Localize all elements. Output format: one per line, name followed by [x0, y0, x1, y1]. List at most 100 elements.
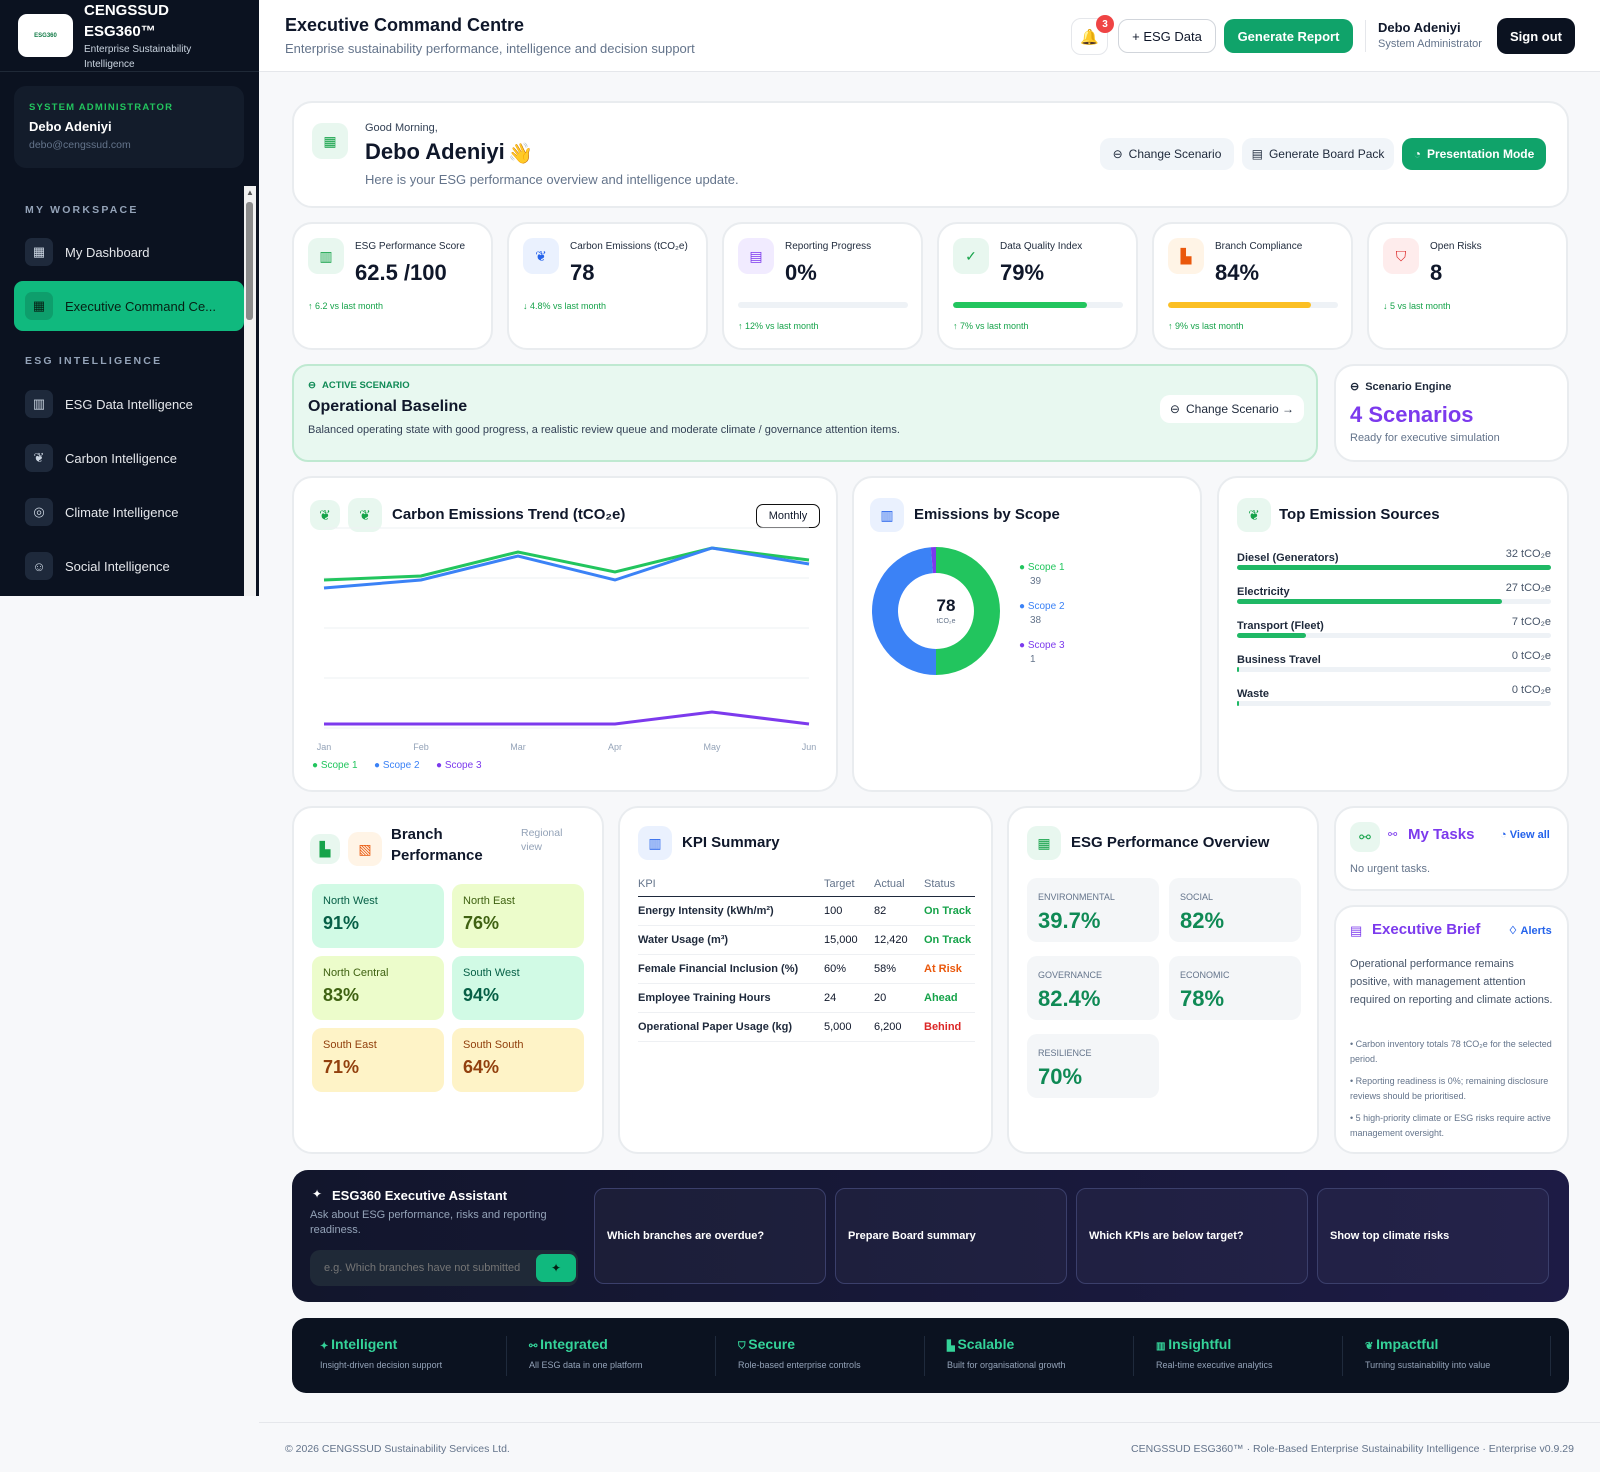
divider — [924, 1336, 925, 1376]
kpi-summary-card: ▥ KPI Summary KPI Target Actual Status E… — [618, 806, 993, 1154]
leaf-icon: ❦ — [25, 444, 53, 472]
scenario-label: ⊖ ACTIVE SCENARIO — [308, 380, 410, 391]
leaf-icon: ❦ — [348, 498, 382, 532]
assistant-subtitle: Ask about ESG performance, risks and rep… — [310, 1209, 547, 1236]
pillar-name: GOVERNANCE — [1038, 970, 1103, 980]
scenario-icon: ⊖ — [1169, 402, 1180, 416]
feature-subtitle: Insight-driven decision support — [320, 1360, 443, 1370]
branch-tile[interactable]: North West 91% — [312, 884, 444, 948]
divider — [1133, 1336, 1134, 1376]
kpi-table: KPI Target Actual Status Energy Intensit… — [638, 872, 975, 1042]
sidebar-item-executive-command-centre[interactable]: ▦ Executive Command Ce... — [14, 281, 244, 331]
generate-report-button[interactable]: Generate Report — [1224, 19, 1353, 53]
kpi-status: Behind — [924, 1012, 975, 1042]
sparkle-icon: ✦ — [312, 1187, 323, 1201]
button-label: Presentation Mode — [1426, 147, 1535, 161]
kpi-actual: 82 — [874, 896, 924, 926]
change-scenario-link[interactable]: ⊖ Change Scenario → — [1160, 395, 1304, 423]
branch-name: South South — [463, 1039, 524, 1051]
suggested-question-button[interactable]: Which KPIs are below target? — [1076, 1188, 1308, 1284]
sidebar-item-my-dashboard[interactable]: ▦ My Dashboard — [14, 227, 244, 277]
kpi-value: 79% — [1000, 260, 1045, 285]
brief-bullet: • Carbon inventory totals 78 tCO₂e for t… — [1350, 1039, 1552, 1064]
branch-value: 71% — [323, 1057, 360, 1077]
kpi-label: Open Risks — [1430, 241, 1482, 252]
sign-out-button[interactable]: Sign out — [1497, 18, 1575, 54]
source-bar — [1237, 633, 1551, 638]
alerts-link[interactable]: ♢ Alerts — [1508, 924, 1552, 937]
kpi-status: Ahead — [924, 983, 975, 1013]
engine-subtitle: Ready for executive simulation — [1350, 432, 1500, 444]
donut-slice-scope-2 — [872, 547, 936, 675]
progress-fill — [953, 302, 1088, 308]
source-name: Transport (Fleet) — [1237, 620, 1324, 632]
source-value: 27 tCO₂e — [1505, 582, 1551, 594]
suggested-question-button[interactable]: Which branches are overdue? — [594, 1188, 826, 1284]
feature-subtitle: Turning sustainability into value — [1365, 1360, 1491, 1370]
arrow-icon: ◔ — [1500, 829, 1510, 841]
sidebar-scrollbar[interactable]: ▲ — [244, 186, 256, 596]
feature-subtitle: All ESG data in one platform — [529, 1360, 643, 1370]
button-label: Generate Board Pack — [1268, 147, 1385, 161]
kpi-card-reporting-progress: ▤ Reporting Progress 0% ↑ 12% vs last mo… — [722, 222, 923, 350]
scenario-icon: ⊖ — [308, 380, 316, 391]
source-value: 32 tCO₂e — [1505, 548, 1551, 560]
greeting-subtitle: Here is your ESG performance overview an… — [365, 172, 739, 187]
page-title: Executive Command Centre — [285, 15, 525, 35]
legend-value: 38 — [1030, 615, 1042, 626]
dashboard-icon: ▦ — [312, 123, 348, 159]
branch-name: South East — [323, 1039, 377, 1051]
sidebar-item-carbon-intelligence[interactable]: ❦ Carbon Intelligence — [14, 433, 244, 483]
sidebar-item-climate-intelligence[interactable]: ◎ Climate Intelligence — [14, 487, 244, 537]
presentation-mode-button[interactable]: ◔ Presentation Mode — [1402, 138, 1546, 170]
table-row: Employee Training Hours 24 20 Ahead — [638, 983, 975, 1013]
source-row: Diesel (Generators) 32 tCO₂e — [1237, 548, 1551, 570]
header-user-name: Debo Adeniyi — [1378, 20, 1461, 35]
branch-name: North Central — [323, 967, 389, 979]
label-text: ACTIVE SCENARIO — [321, 380, 410, 391]
source-value: 0 tCO₂e — [1511, 684, 1551, 696]
notifications-button[interactable]: 🔔 3 — [1071, 15, 1114, 55]
sidebar-header: ESG360 CENGSSUD ESG360™ Enterprise Susta… — [0, 0, 259, 72]
sidebar-item-esg-data-intelligence[interactable]: ▥ ESG Data Intelligence — [14, 379, 244, 429]
suggested-question-button[interactable]: Show top climate risks — [1317, 1188, 1549, 1284]
map-icon: ▧ — [348, 832, 382, 866]
kpi-label: ESG Performance Score — [355, 241, 466, 252]
add-esg-data-button[interactable]: + ESG Data — [1118, 19, 1216, 53]
document-icon: ▤ — [1350, 923, 1363, 938]
branch-tile[interactable]: North Central 83% — [312, 956, 444, 1020]
assistant-input[interactable] — [310, 1250, 530, 1286]
change-scenario-button[interactable]: ⊖ Change Scenario — [1100, 138, 1234, 170]
kpi-card-branch-compliance: ▙ Branch Compliance 84% ↑ 9% vs last mon… — [1152, 222, 1353, 350]
brand-tagline: Enterprise Sustainability Intelligence — [84, 44, 192, 70]
scroll-up-arrow-icon[interactable]: ▲ — [246, 188, 254, 197]
progress-bar — [953, 302, 1123, 308]
check-icon: ✓ — [953, 238, 989, 274]
view-all-link[interactable]: ◔ View all — [1500, 829, 1550, 841]
feature-subtitle: Role-based enterprise controls — [738, 1360, 861, 1370]
source-value: 7 tCO₂e — [1511, 616, 1551, 628]
branch-tile[interactable]: South West 94% — [452, 956, 584, 1020]
generate-board-pack-button[interactable]: ▤ Generate Board Pack — [1242, 138, 1394, 170]
scrollbar-thumb[interactable] — [246, 202, 253, 320]
branch-tile[interactable]: North East 76% — [452, 884, 584, 948]
scenario-icon: ⊖ — [1350, 381, 1360, 393]
column-header: Target — [824, 872, 874, 897]
assistant-send-button[interactable]: ✦ — [536, 1254, 576, 1282]
suggested-question-button[interactable]: Prepare Board summary — [835, 1188, 1067, 1284]
table-row: Female Financial Inclusion (%) 60% 58% At R… — [638, 954, 975, 984]
table-row: Energy Intensity (kWh/m²) 100 82 On Track — [638, 896, 975, 926]
label-text: Scenario Engine — [1365, 381, 1452, 393]
feature-title: ❦ Impactful — [1365, 1336, 1438, 1352]
kpi-card-data-quality: ✓ Data Quality Index 79% ↑ 7% vs last mo… — [937, 222, 1138, 350]
building-icon: ▙ — [1168, 238, 1204, 274]
branch-tile[interactable]: South East 71% — [312, 1028, 444, 1092]
x-tick-label: Jan — [317, 742, 332, 752]
scenario-engine-card: ⊖ Scenario Engine 4 Scenarios Ready for e… — [1334, 364, 1569, 462]
sidebar-item-social-intelligence[interactable]: ☺ Social Intelligence — [14, 541, 244, 591]
engine-value: 4 Scenarios — [1350, 402, 1474, 427]
branch-tile[interactable]: South South 64% — [452, 1028, 584, 1092]
feature-title: ✦ Intelligent — [320, 1336, 397, 1352]
shield-icon: ⛉ — [738, 1341, 749, 1352]
source-value: 0 tCO₂e — [1511, 650, 1551, 662]
